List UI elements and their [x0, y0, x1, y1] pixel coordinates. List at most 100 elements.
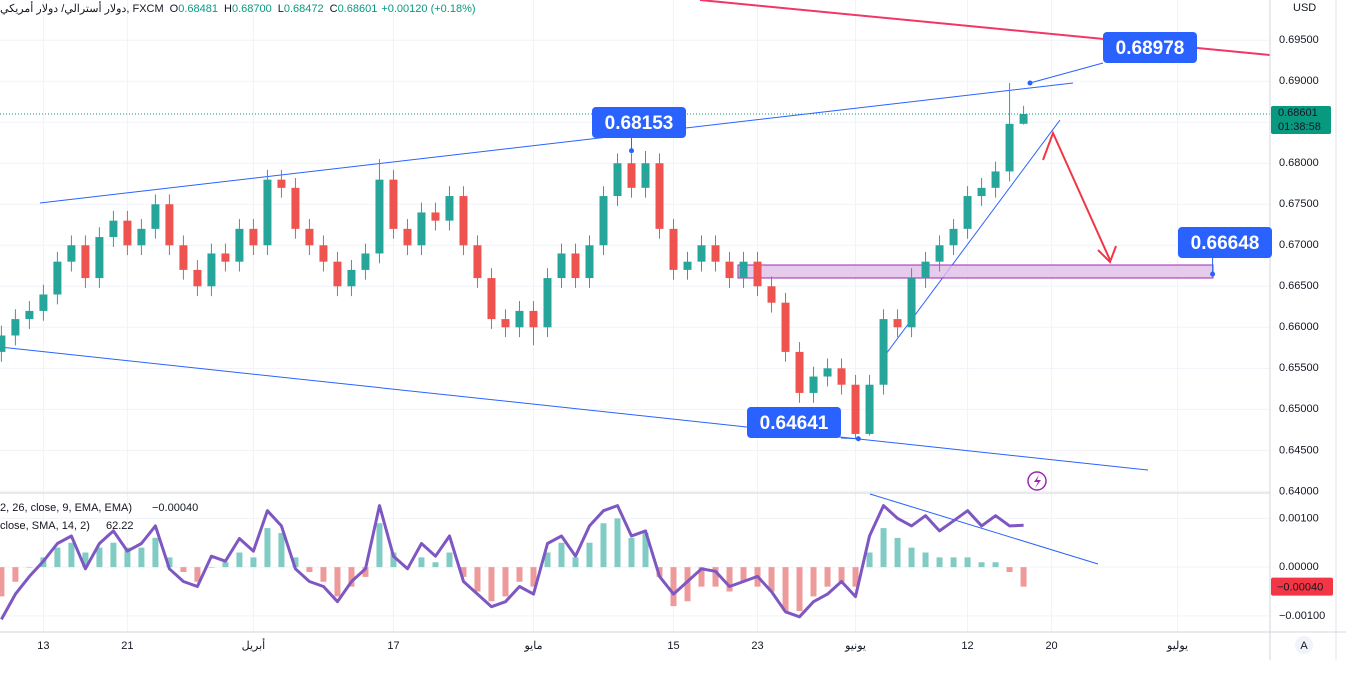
- candle-body: [319, 245, 328, 262]
- callout-box: [1103, 32, 1197, 63]
- histogram-bar: [866, 552, 873, 568]
- candle-body: [711, 245, 720, 262]
- candle-body: [641, 163, 650, 188]
- channel-bottom: [0, 346, 1149, 471]
- histogram-bar: [152, 537, 159, 568]
- histogram-bar: [474, 567, 481, 592]
- x-tick-label: 23: [751, 640, 763, 652]
- histogram-bar: [740, 567, 747, 582]
- histogram-bar: [54, 547, 61, 568]
- x-tick-label: 12: [961, 640, 973, 652]
- x-tick-label: 21: [121, 640, 133, 652]
- y-tick-label: 0.64500: [1279, 444, 1319, 456]
- histogram-bar: [334, 567, 341, 597]
- histogram-bar: [390, 552, 397, 568]
- histogram-bar: [26, 567, 33, 568]
- x-tick-label: 17: [387, 640, 399, 652]
- candle-body: [39, 294, 48, 311]
- currency: USD: [1293, 2, 1316, 14]
- histogram-bar: [110, 542, 117, 568]
- y-tick-label: 0.65000: [1279, 403, 1319, 415]
- candle-body: [501, 319, 510, 328]
- last-price-value: 0.68601: [1278, 107, 1318, 119]
- histogram-bar: [586, 542, 593, 568]
- histogram-bar: [670, 567, 677, 607]
- rsi-value: 62.22: [106, 520, 134, 532]
- ohlc-key: C: [330, 3, 338, 15]
- macd-tag-label: −0.00040: [1277, 582, 1323, 594]
- candle-body: [361, 253, 370, 270]
- histogram-bar: [138, 547, 145, 568]
- candle-body: [1019, 113, 1028, 124]
- histogram-bar: [628, 537, 635, 568]
- candle-body: [557, 253, 566, 279]
- x-tick-label: 20: [1045, 640, 1057, 652]
- candle-body: [949, 228, 958, 246]
- y-tick-label: 0.00100: [1279, 512, 1319, 524]
- histogram-bar: [978, 562, 985, 568]
- histogram-bar: [950, 557, 957, 568]
- ohlc-key: H: [224, 3, 232, 15]
- histogram-bar: [236, 552, 243, 568]
- candle-body: [375, 179, 384, 254]
- histogram-bar: [838, 567, 845, 582]
- candle-body: [193, 269, 202, 287]
- labels: 13 21 أبريل 17 مايو 15 23 يونيو 12 20 يوليو 0.69500…: [0, 32, 1333, 652]
- histogram-bar: [488, 567, 495, 602]
- ohlc-value: 0.68481: [178, 3, 218, 15]
- event-icon[interactable]: [1027, 471, 1047, 491]
- histogram-bar: [530, 567, 537, 587]
- histogram-bar: [600, 523, 607, 568]
- candle-body: [277, 179, 286, 188]
- histogram-bar: [516, 567, 523, 582]
- candle-body: [921, 261, 930, 279]
- x-tick-label: مايو: [523, 640, 542, 652]
- candle-body: [249, 228, 258, 246]
- y-tick-label: 0.67500: [1279, 198, 1319, 210]
- histogram-bar: [698, 567, 705, 587]
- event-bolt: [1034, 475, 1041, 488]
- callout-box: [592, 107, 686, 138]
- histogram-bar: [278, 532, 285, 568]
- auto-scale-label[interactable]: A: [1300, 640, 1308, 652]
- histogram-bar: [712, 567, 719, 587]
- candle-body: [347, 269, 356, 287]
- y-tick-label: 0.66000: [1279, 321, 1319, 333]
- candle-body: [725, 261, 734, 279]
- indicator-trend: [869, 493, 1099, 565]
- candle-body: [403, 228, 412, 246]
- candle-body: [431, 212, 440, 221]
- header: دولار أسترالي/ دولار أمريكي, FXCM O0.6848…: [0, 1, 476, 15]
- histogram-bar: [964, 557, 971, 568]
- ohlc-key: O: [170, 3, 179, 15]
- plot: [0, 83, 1270, 621]
- candle-body: [515, 310, 524, 328]
- forecast-arrow: [1042, 130, 1111, 261]
- candle-body: [879, 319, 888, 385]
- last-price-countdown: 01:38:58: [1278, 121, 1321, 133]
- histogram-bar: [362, 567, 369, 577]
- histogram-bar: [180, 567, 187, 573]
- candle-body: [809, 376, 818, 393]
- candle-body: [389, 179, 398, 229]
- candle-body: [823, 368, 832, 377]
- candle-body: [781, 302, 790, 352]
- auto-scale-button[interactable]: [1295, 636, 1313, 654]
- candle-body: [165, 204, 174, 246]
- candle-body: [543, 278, 552, 328]
- histogram-bar: [824, 567, 831, 587]
- callout-label: 0.66648: [1191, 233, 1260, 254]
- histogram-bar: [222, 562, 229, 568]
- candle-body: [235, 228, 244, 262]
- macd-value: −0.00040: [152, 502, 198, 514]
- macd-tag: [1271, 577, 1333, 596]
- drawings: [0, 0, 1270, 565]
- histogram-bar: [124, 547, 131, 568]
- y-tick-label: 0.69500: [1279, 34, 1319, 46]
- callout-point: [628, 148, 634, 154]
- candle-body: [333, 261, 342, 287]
- histogram-bar: [194, 567, 201, 582]
- candle-body: [221, 253, 230, 262]
- histogram-bar: [68, 542, 75, 568]
